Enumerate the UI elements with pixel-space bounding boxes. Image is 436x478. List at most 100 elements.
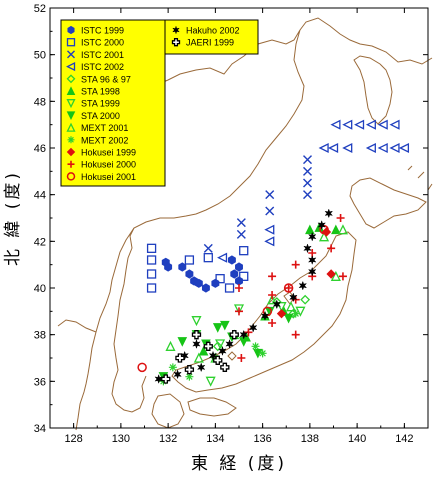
data-point [168,363,177,372]
legend-label: STA 1998 [81,87,120,97]
legend-marker [67,160,75,168]
data-point [285,301,297,312]
data-point [298,280,308,291]
data-point [212,341,223,352]
data-point [235,284,243,292]
data-point [317,220,326,230]
legend-label: STA 96 & 97 [81,74,131,84]
data-point [264,236,275,247]
legend-box-right [164,19,259,55]
data-point [251,342,260,351]
data-point [203,243,213,253]
data-point [237,354,246,362]
data-point [137,362,147,373]
data-point [184,255,195,265]
data-point [283,283,294,293]
x-tick-label: 128 [64,433,82,445]
data-point [326,269,336,279]
x-tick-label: 140 [348,433,366,445]
data-point [303,190,313,200]
data-point [230,269,239,279]
legend-label: ISTC 2000 [81,38,124,48]
x-tick-label: 134 [206,433,224,445]
x-tick-label: 130 [112,433,130,445]
data-point [196,362,206,373]
data-point [220,362,230,372]
data-point [244,328,253,337]
y-tick-label: 48 [34,96,46,108]
data-point [233,304,245,315]
data-point [208,350,218,361]
data-point [215,339,226,350]
data-point [239,271,249,281]
x-axis-label: 東 経 (度) [191,454,287,474]
data-point [283,313,294,324]
data-point [146,283,157,293]
y-tick-label: 38 [34,330,46,342]
legend-marker [66,99,76,109]
data-point [264,224,275,235]
data-point [291,309,300,318]
data-point [354,119,365,130]
data-point [338,272,347,281]
data-point [164,262,173,272]
legend-marker [66,111,76,121]
y-tick-label: 34 [34,423,46,435]
legend-marker [67,25,75,35]
data-point [365,119,376,130]
data-point [276,302,287,313]
legend-marker [66,172,76,181]
legend-label: ISTC 2002 [81,62,124,72]
data-point [377,142,388,154]
data-point [161,374,171,384]
data-point [268,319,277,327]
data-point [165,340,176,351]
data-point [235,276,243,286]
data-point [220,320,230,331]
data-point [218,346,227,356]
legend-label: MEXT 2002 [81,135,128,145]
legend-label: ISTC 1999 [81,26,124,36]
data-point [215,274,225,284]
data-point [194,278,203,288]
data-point [291,330,300,339]
data-point [239,246,249,256]
data-point [398,142,410,154]
data-point [307,266,317,277]
y-tick-label: 42 [34,236,46,248]
data-point [260,311,270,321]
data-point [203,253,213,263]
data-point [217,252,228,263]
data-point [192,339,201,349]
map-layer [57,17,433,431]
data-point [203,341,213,351]
data-point [331,224,341,235]
oki-island [227,351,237,361]
data-point [211,278,220,288]
data-point [239,329,249,340]
data-point [342,142,353,154]
data-point [267,294,278,305]
data-point [268,272,277,281]
data-point [377,119,388,130]
data-point [191,316,202,327]
legend-marker [66,122,76,132]
y-tick-label: 46 [34,143,46,155]
data-point [201,283,210,293]
data-point [265,206,275,216]
legend-marker [66,38,76,47]
legend-marker [67,50,75,59]
legend-marker [66,74,76,84]
data-point [342,119,353,130]
data-points [137,119,410,387]
data-point [307,231,317,242]
y-tick-label: 40 [34,283,46,295]
y-tick-label: 50 [34,50,46,62]
data-point [291,260,300,269]
data-point [177,337,188,347]
data-point [318,231,330,242]
data-point [303,155,313,165]
data-point [318,142,329,154]
legend-label: Hokusei 2001 [81,172,136,182]
shikoku-coastline [187,397,237,417]
